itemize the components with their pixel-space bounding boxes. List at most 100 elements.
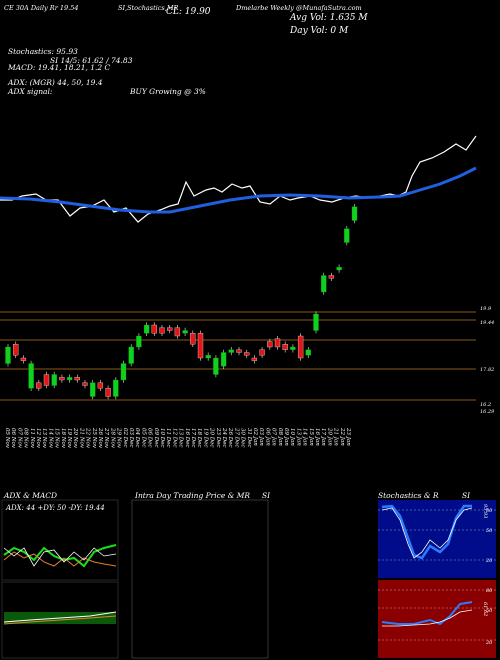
- candle: [274, 338, 281, 348]
- candle: [251, 357, 258, 361]
- candle: [66, 377, 73, 381]
- candle: [213, 357, 219, 375]
- candle: [120, 363, 127, 381]
- candle: [290, 346, 296, 350]
- adx-value: ADX: (MGR) 44, 50, 19.4: [8, 78, 103, 87]
- candle: [51, 374, 57, 386]
- date-label: 06 Dec: [147, 428, 153, 448]
- macd-line: [3, 611, 117, 623]
- candle: [244, 352, 250, 356]
- macd-histogram: [4, 612, 116, 624]
- date-label: 05 Nov: [4, 428, 10, 449]
- adx-panel: [1, 499, 119, 581]
- date-label: 08 Nov: [23, 428, 29, 449]
- candle: [36, 382, 42, 389]
- macd-value: MACD: 19.41, 18.21, 1.2 C: [8, 63, 111, 72]
- candle: [282, 344, 288, 350]
- main-chart: 19.9 19.44 17.82 16.216.29 05 Nov 06 Nov 07 No…: [0, 135, 495, 449]
- candle: [74, 377, 80, 381]
- date-label: 30 Dec: [240, 428, 246, 448]
- candle: [113, 379, 119, 397]
- candle: [105, 388, 111, 397]
- date-label: 09 Dec: [153, 428, 159, 448]
- date-label: 25 Nov: [91, 427, 97, 449]
- stoch-d-line: [381, 507, 473, 559]
- candle: [143, 324, 150, 334]
- date-label: 16 Dec: [184, 428, 190, 448]
- stoch-level-label: 20: [485, 558, 493, 564]
- candle: [205, 355, 211, 359]
- date-label: 10 Jan: [289, 428, 295, 446]
- date-label: 22 Jan: [339, 427, 345, 446]
- price-level-label: 16.29: [480, 409, 495, 415]
- moving-average-line: [0, 166, 477, 214]
- date-label: 20 Jan: [326, 427, 332, 446]
- date-label: 07 Jan: [271, 428, 277, 446]
- candle: [159, 327, 165, 334]
- si-value-label: 61.62: [482, 602, 488, 616]
- plus-di-line: [3, 544, 117, 568]
- candle: [297, 335, 304, 359]
- date-label: 22 Nov: [85, 427, 91, 449]
- candle: [136, 335, 142, 348]
- candle: [267, 341, 273, 348]
- date-label: 15 Nov: [54, 428, 60, 449]
- candle: [97, 382, 104, 389]
- candle: [182, 330, 188, 334]
- macd-panel: [1, 581, 119, 659]
- candle: [59, 377, 65, 381]
- adx-line: [3, 547, 117, 567]
- date-label: 06 Jan: [264, 428, 270, 446]
- date-label: 14 Jan: [302, 428, 308, 446]
- price-level-label: 19.44: [480, 320, 494, 326]
- day-vol: Day Vol: 0 M: [290, 26, 349, 36]
- stoch-si-title: SI: [462, 491, 471, 500]
- candle: [351, 206, 358, 221]
- date-label: 27 Dec: [233, 427, 239, 448]
- date-label: 20 Nov: [72, 427, 78, 449]
- site-label: Dmelarbe Weekly @MunafaSutra.com: [236, 4, 362, 12]
- candle: [90, 382, 96, 397]
- si-line: [381, 601, 473, 626]
- date-label: 06 Nov: [10, 428, 16, 449]
- candle: [5, 346, 11, 364]
- date-label: 24 Dec: [221, 427, 227, 448]
- date-label: 18 Dec: [196, 428, 202, 448]
- candle: [313, 313, 319, 331]
- date-label: 29 Nov: [116, 427, 122, 449]
- date-label: 11 Nov: [29, 428, 35, 449]
- date-label: 02 Dec: [122, 428, 128, 448]
- date-label: 05 Dec: [140, 428, 146, 448]
- si-value: SI 14/5: 61.62 / 74.83: [50, 56, 133, 65]
- date-label: 09 Jan: [283, 428, 289, 446]
- candle: [151, 324, 157, 334]
- price-line: [0, 135, 477, 223]
- stochastics-value: Stochastics: 95.93: [8, 47, 78, 56]
- si-signal-line: [382, 609, 473, 627]
- date-label: 13 Nov: [41, 428, 47, 449]
- stoch-k-line: [381, 504, 472, 560]
- si-level-label: 50: [486, 608, 493, 614]
- date-label: 27 Nov: [103, 427, 109, 449]
- adx-panel-values: ADX: 44 +DY: 50 -DY: 19.44: [6, 504, 105, 512]
- date-label: 18 Nov: [60, 428, 66, 449]
- candle: [305, 349, 311, 356]
- date-label: 13 Dec: [178, 428, 184, 448]
- candle: [236, 349, 242, 353]
- candle: [128, 346, 134, 364]
- intraday-panel: [131, 499, 269, 659]
- date-label: 13 Jan: [295, 428, 301, 446]
- stoch-panel-title: Stochastics & R: [378, 491, 439, 500]
- candle: [336, 267, 342, 271]
- date-label: 21 Jan: [333, 427, 339, 446]
- price-level-label: 19.9: [480, 306, 492, 312]
- date-label: 23 Dec: [215, 427, 221, 448]
- date-label: 03 Dec: [128, 428, 134, 448]
- si-level-label: 20: [485, 640, 493, 646]
- date-label: 19 Nov: [66, 428, 72, 449]
- date-label: 21 Nov: [78, 427, 84, 449]
- candle: [43, 374, 50, 386]
- date-label: 19 Dec: [202, 428, 208, 448]
- date-label: 11 Dec: [165, 428, 171, 448]
- date-label: 12 Nov: [35, 428, 41, 449]
